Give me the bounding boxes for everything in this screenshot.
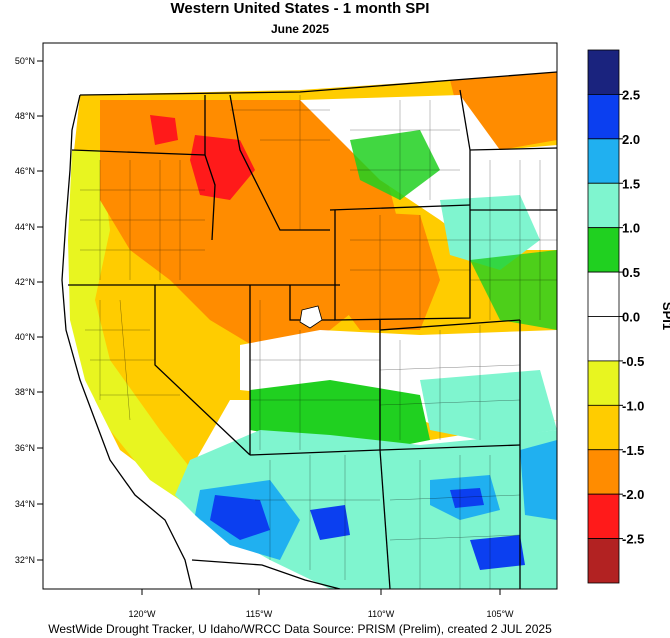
lat-label: 42°N	[15, 277, 35, 287]
great-salt-lake	[299, 305, 323, 329]
colorbar-label: 1.5	[622, 176, 640, 191]
colorbar-bin	[587, 449, 620, 495]
map-border	[42, 42, 558, 590]
county-lines	[80, 95, 557, 589]
colorbar-label: 2.0	[622, 132, 640, 147]
colorbar-label: 0.5	[622, 265, 640, 280]
map-title: Western United States - 1 month SPI	[170, 0, 430, 17]
lat-axis: 50°N 48°N 46°N 44°N 42°N 40°N 38°N 36°N …	[15, 56, 43, 565]
colorbar-bin	[587, 227, 620, 273]
colorbar-bin	[587, 138, 620, 184]
colorbar-label: 0.0	[622, 310, 640, 325]
lon-label: 105°W	[486, 609, 514, 619]
map-subtitle: June 2025	[270, 22, 330, 36]
colorbar-bin	[587, 49, 620, 95]
colorbar-bin	[587, 271, 620, 317]
colorbar: 2.5 2.0 1.5 1.0 0.5 0.0 -0.5 -1.0 -1.5 -2.0 -2.5	[587, 49, 644, 584]
lat-label: 44°N	[15, 222, 35, 232]
colorbar-label: 1.0	[622, 221, 640, 236]
lon-label: 115°W	[246, 609, 273, 619]
colorbar-bin	[587, 360, 620, 406]
lon-axis: 120°W 115°W 110°W 105°W	[128, 589, 514, 619]
state-borders	[61, 71, 557, 589]
colorbar-bin	[587, 316, 620, 362]
lat-label: 32°N	[15, 555, 35, 565]
lat-label: 46°N	[15, 166, 35, 176]
footer-credit: WestWide Drought Tracker, U Idaho/WRCC D…	[48, 622, 552, 636]
colorbar-label: -2.5	[622, 532, 644, 547]
colorbar-label: -1.5	[622, 443, 644, 458]
colorbar-label: 2.5	[622, 87, 640, 102]
lon-label: 110°W	[368, 609, 395, 619]
colorbar-title: SPI1	[660, 302, 670, 330]
colorbar-label: -1.0	[622, 398, 644, 413]
lat-label: 40°N	[15, 332, 35, 342]
colorbar-bin	[587, 538, 620, 584]
lon-label: 120°W	[128, 609, 156, 619]
colorbar-bin	[587, 493, 620, 539]
colorbar-bin	[587, 94, 620, 140]
lat-label: 38°N	[15, 387, 35, 397]
lat-label: 48°N	[15, 111, 35, 121]
colorbar-label: -2.0	[622, 487, 644, 502]
colorbar-bin	[587, 182, 620, 229]
lat-label: 50°N	[15, 56, 35, 66]
colorbar-bin	[587, 404, 620, 451]
colorbar-label: -0.5	[622, 354, 644, 369]
lat-label: 34°N	[15, 499, 35, 509]
lat-label: 36°N	[15, 443, 35, 453]
